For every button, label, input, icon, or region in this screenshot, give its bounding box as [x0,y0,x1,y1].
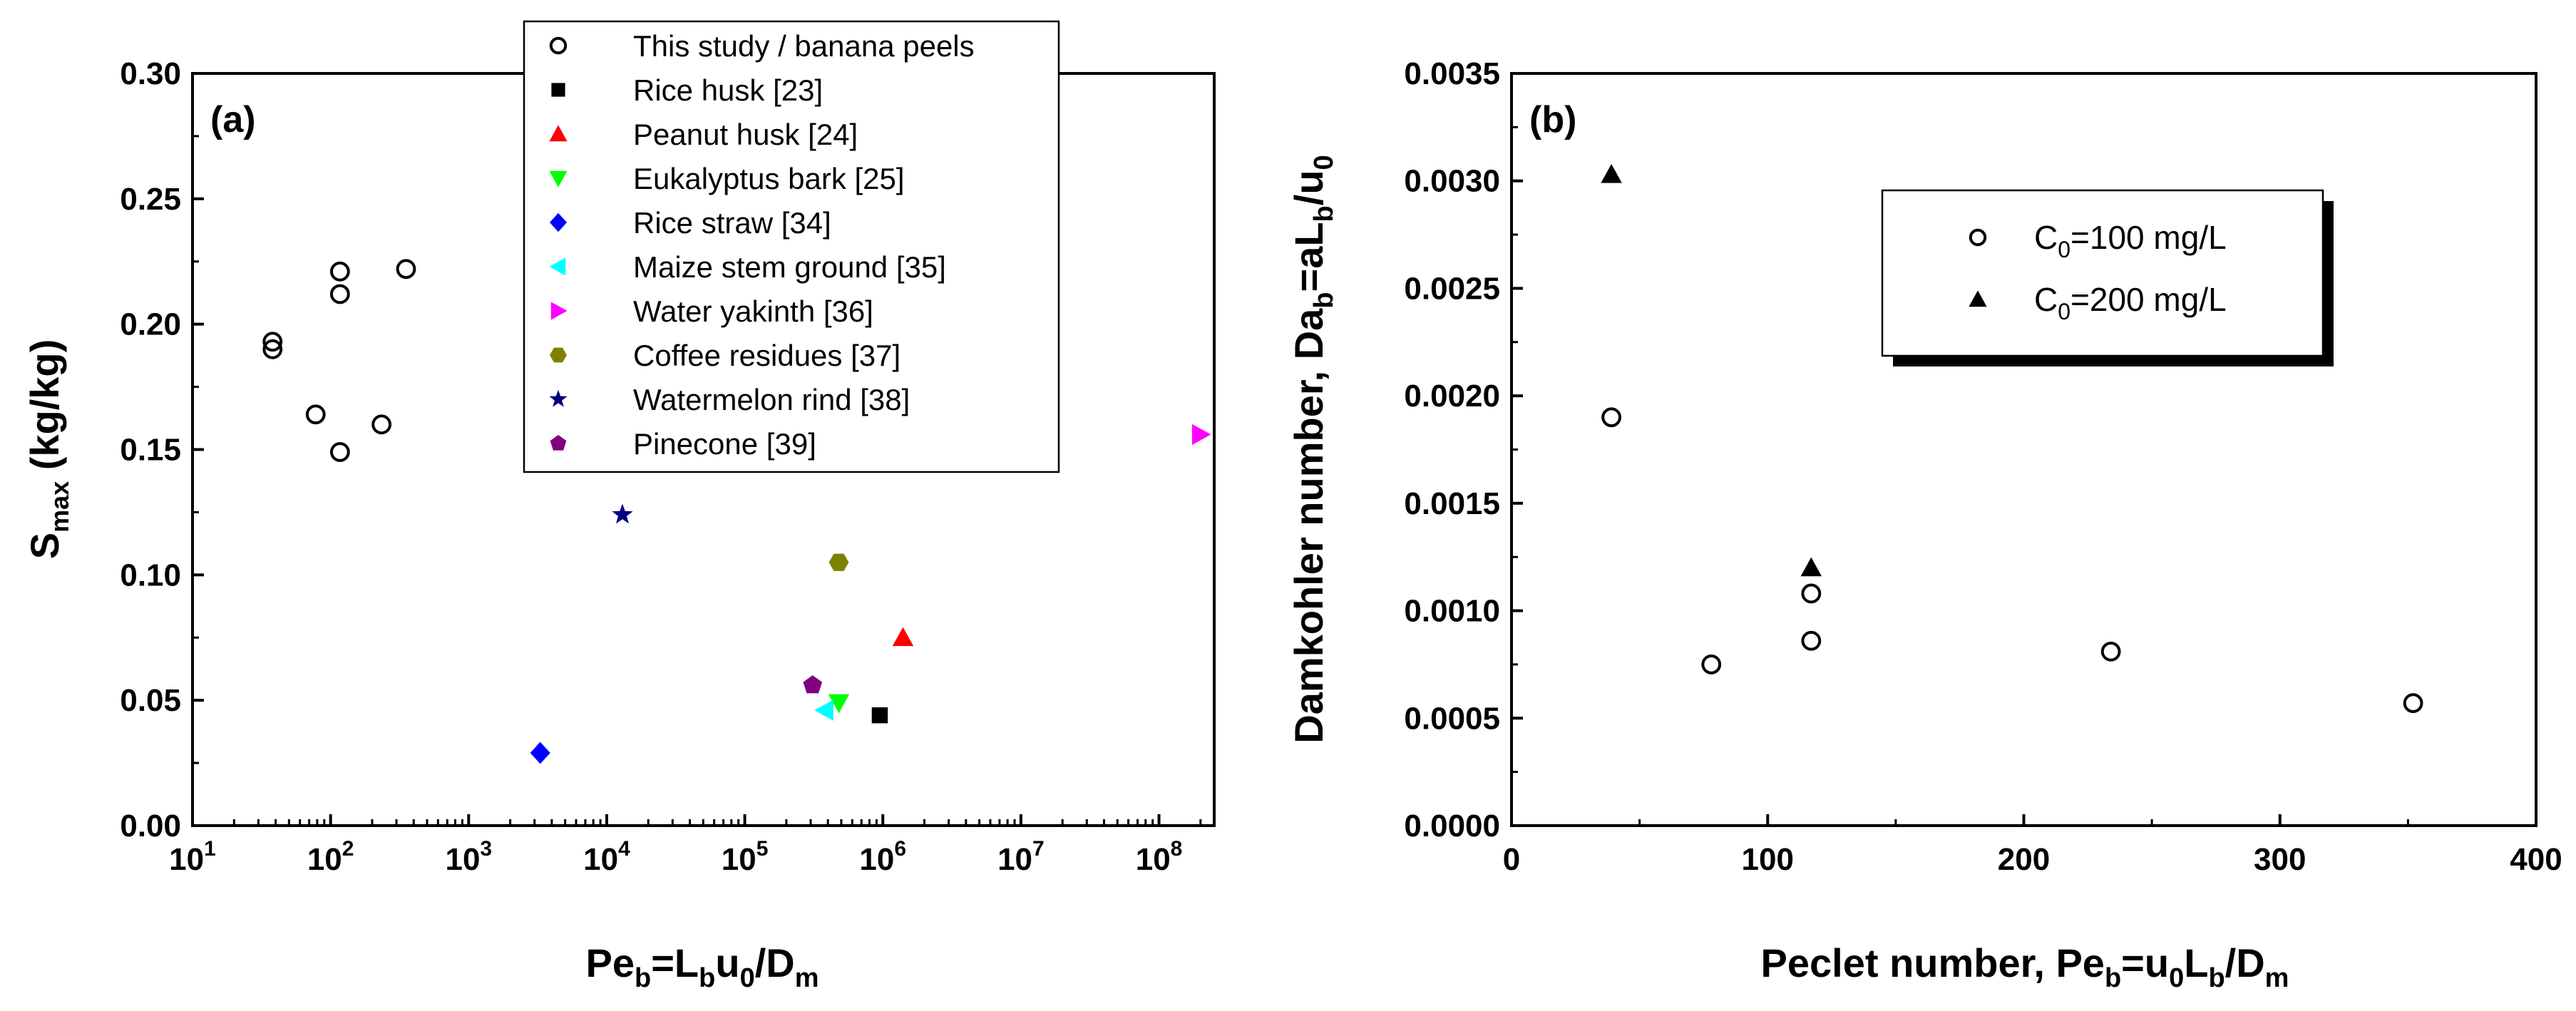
data-point [262,332,283,352]
legend-symbol [550,302,568,320]
data-point [612,503,633,524]
data-point [828,694,850,714]
legend-symbol [551,83,565,97]
legend-symbol [550,347,567,363]
panel-a-label: (a) [210,99,256,140]
data-point [305,404,326,425]
panel-b-y-ticks: 0.0000 0.0005 0.0010 0.0015 0.0020 0.0025 0.00… [1404,56,1523,843]
panel-a: 0.000.050.100.150.200.250.30 101 102 103 10… [22,20,1216,993]
x-tick-label: 200 [1998,842,2050,877]
legend-label: C0=200 mg/L [2034,281,2227,324]
legend-label: Pinecone [39] [633,427,816,461]
panel-a-y-axis-label: Smax (kg/kg) [22,339,74,560]
x-tick-label: 106 [859,837,906,877]
legend-symbol [549,257,566,276]
panel-b: 0.0000 0.0005 0.0010 0.0015 0.0020 0.0025 0.00… [1286,56,2562,993]
panel-b-legend: C0=100 mg/L C0=200 mg/L [1881,189,2334,366]
legend-label: Rice straw [34] [633,206,831,240]
legend-symbol [549,389,568,407]
legend-label: Coffee residues [37] [633,339,900,372]
y-tick-label: 0.0035 [1404,56,1500,91]
data-point [396,259,416,279]
y-tick-label: 0.0005 [1404,701,1500,736]
y-tick-label: 0.0020 [1404,379,1500,414]
panel-b-legend-box [1881,189,2324,357]
legend-symbol [1969,290,1987,307]
data-point [329,442,350,462]
legend-label: Maize stem ground [35] [633,250,946,284]
data-point [329,261,350,282]
panel-a-x-ticks: 101 102 103 104 105 106 107 108 [169,814,1202,877]
y-tick-label: 0.05 [120,683,181,718]
legend-label: This study / banana peels [633,29,975,63]
y-tick-label: 0.00 [120,809,181,843]
y-tick-label: 0.0025 [1404,271,1500,306]
data-point [1191,424,1211,446]
panel-a-x-axis-label: Peb=Lbu0/Dm [585,940,819,993]
data-point [814,699,833,721]
panel-b-y-axis-label: Damkohler number, Dab=aLb/u0 [1286,155,1339,743]
data-point [1800,557,1822,577]
data-point [803,675,823,694]
legend-label: Rice husk [23] [633,73,823,107]
x-tick-label: 102 [307,837,354,877]
panel-b-label: (b) [1529,99,1576,140]
data-point [262,339,283,359]
x-tick-label: 103 [445,837,492,877]
data-point [1601,407,1622,428]
data-point [371,414,392,435]
y-tick-label: 0.0015 [1404,486,1500,521]
legend-symbol [1969,228,1987,247]
y-tick-label: 0.20 [120,307,181,342]
panel-a-y-ticks: 0.00 0.05 0.10 0.15 0.20 0.25 0.30 [120,56,204,843]
y-tick-label: 0.0000 [1404,809,1500,843]
x-tick-label: 0 [1503,842,1520,877]
data-point [871,707,888,724]
panel-b-plot-frame [1510,72,2537,827]
data-point [1601,164,1622,183]
y-tick-label: 0.25 [120,182,181,217]
y-tick-label: 0.30 [120,56,181,91]
data-point [892,627,914,647]
panel-a-legend: This study / banana peels Rice husk [23] P… [523,20,1060,473]
x-tick-label: 107 [997,837,1045,877]
panel-b-x-ticks: 0 100 200 300 400 [1503,814,2562,877]
x-tick-label: 400 [2510,842,2562,877]
y-tick-label: 0.15 [120,433,181,468]
data-point [828,553,849,571]
legend-label: Eukalyptus bark [25] [633,162,905,195]
x-tick-label: 300 [2254,842,2306,877]
data-point [2403,693,2423,714]
legend-symbol [550,435,567,451]
data-point [1801,630,1822,651]
legend-symbol [550,212,567,232]
legend-label: Watermelon rind [38] [633,383,910,416]
x-tick-label: 100 [1742,842,1794,877]
legend-label: C0=100 mg/L [2034,219,2227,262]
x-tick-label: 101 [169,837,216,877]
legend-label: Water yakinth [36] [633,294,873,328]
panel-b-x-axis-label: Peclet number, Peb=u0Lb/Dm [1761,940,2289,993]
legend-symbol [549,125,568,142]
x-tick-label: 108 [1136,837,1183,877]
data-point [329,284,350,304]
y-tick-label: 0.0010 [1404,594,1500,629]
y-tick-label: 0.0030 [1404,164,1500,199]
panel-a-legend-box [523,20,1060,473]
data-point [530,741,550,764]
data-point [1801,583,1822,604]
data-point [1701,655,1722,674]
legend-symbol [549,36,568,55]
y-tick-label: 0.10 [120,558,181,592]
legend-label: Peanut husk [24] [633,118,858,151]
legend-symbol [549,170,568,188]
x-tick-label: 104 [583,837,630,877]
data-point [2100,641,2121,662]
x-tick-label: 105 [722,837,769,877]
panel-a-data-points [262,259,1211,764]
panel-b-data-points [1601,164,2423,714]
